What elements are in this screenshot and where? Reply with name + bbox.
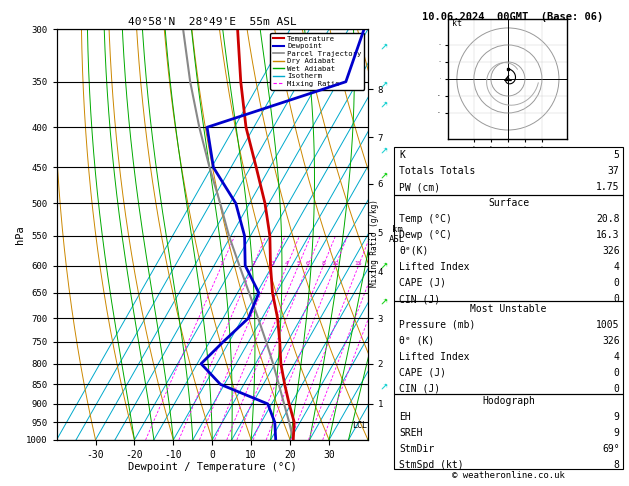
Text: CIN (J): CIN (J) [399,384,440,394]
Legend: Temperature, Dewpoint, Parcel Trajectory, Dry Adiabat, Wet Adiabat, Isotherm, Mi: Temperature, Dewpoint, Parcel Trajectory… [270,33,364,89]
Text: CIN (J): CIN (J) [399,294,440,304]
Text: 15: 15 [355,260,362,265]
Text: 1: 1 [220,260,223,265]
Text: 0: 0 [614,368,620,378]
Text: 2: 2 [251,260,255,265]
Text: Dewp (°C): Dewp (°C) [399,230,452,240]
Text: →: → [379,144,391,157]
Text: CAPE (J): CAPE (J) [399,368,447,378]
Text: 0: 0 [614,384,620,394]
Text: 4: 4 [614,262,620,272]
Text: 4: 4 [285,260,289,265]
Text: Pressure (mb): Pressure (mb) [399,320,476,330]
Text: 8: 8 [614,460,620,470]
Text: 37: 37 [608,166,620,176]
Text: SREH: SREH [399,428,423,438]
Text: →: → [379,295,391,308]
Text: StmDir: StmDir [399,444,435,454]
Text: Lifted Index: Lifted Index [399,262,470,272]
Text: →: → [379,99,391,112]
Text: →: → [379,170,391,183]
Text: 326: 326 [602,246,620,256]
Text: θᵉ(K): θᵉ(K) [399,246,429,256]
Text: © weatheronline.co.uk: © weatheronline.co.uk [452,471,565,480]
Text: Totals Totals: Totals Totals [399,166,476,176]
Text: 8: 8 [321,260,325,265]
Text: PW (cm): PW (cm) [399,182,440,192]
Text: kt: kt [452,19,462,28]
Text: 16.3: 16.3 [596,230,620,240]
Text: Lifted Index: Lifted Index [399,352,470,362]
Y-axis label: km
ASL: km ASL [389,225,405,244]
Text: 10.06.2024  00GMT  (Base: 06): 10.06.2024 00GMT (Base: 06) [422,12,603,22]
Text: 6: 6 [306,260,310,265]
Text: Most Unstable: Most Unstable [470,304,547,314]
Text: Hodograph: Hodograph [482,396,535,406]
Text: EH: EH [399,412,411,422]
Text: 4: 4 [614,352,620,362]
Text: →: → [379,40,391,53]
Text: 1.75: 1.75 [596,182,620,192]
Text: →: → [379,78,391,91]
Text: 5: 5 [296,260,301,265]
Text: 0: 0 [614,294,620,304]
Text: 9: 9 [614,412,620,422]
X-axis label: Dewpoint / Temperature (°C): Dewpoint / Temperature (°C) [128,462,297,472]
Text: K: K [399,150,405,160]
Text: StmSpd (kt): StmSpd (kt) [399,460,464,470]
Y-axis label: hPa: hPa [14,225,25,244]
Title: 40°58'N  28°49'E  55m ASL: 40°58'N 28°49'E 55m ASL [128,17,297,27]
Text: CAPE (J): CAPE (J) [399,278,447,288]
Text: 69°: 69° [602,444,620,454]
Text: 326: 326 [602,336,620,346]
Text: 10: 10 [331,260,340,265]
Text: Mixing Ratio (g/kg): Mixing Ratio (g/kg) [370,199,379,287]
Text: 3: 3 [270,260,275,265]
Text: LCL: LCL [352,421,367,431]
Text: →: → [379,381,391,394]
Text: 9: 9 [614,428,620,438]
Text: 0: 0 [614,278,620,288]
Text: 5: 5 [614,150,620,160]
Text: 20.8: 20.8 [596,214,620,224]
Text: Temp (°C): Temp (°C) [399,214,452,224]
Text: →: → [379,259,391,272]
Text: 1005: 1005 [596,320,620,330]
Text: θᵉ (K): θᵉ (K) [399,336,435,346]
Text: Surface: Surface [488,198,529,208]
